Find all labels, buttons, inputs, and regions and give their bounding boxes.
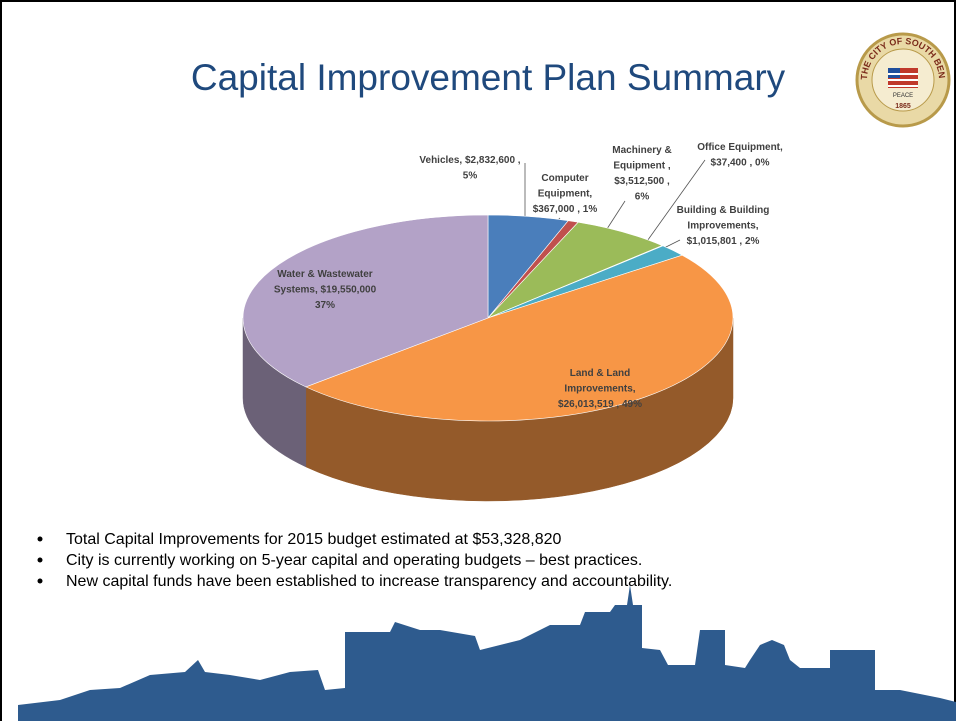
- data-label: Vehicles, $2,832,600 ,: [419, 155, 520, 166]
- logo-motto: PEACE: [893, 93, 913, 99]
- data-label: $1,015,801 , 2%: [687, 236, 760, 247]
- data-label: 5%: [463, 171, 478, 182]
- bullet-text: New capital funds have been established …: [66, 573, 672, 590]
- data-label: Equipment ,: [613, 161, 670, 172]
- data-label: $3,512,500 ,: [614, 176, 670, 187]
- data-label: Machinery &: [612, 145, 671, 156]
- data-label: Office Equipment,: [697, 142, 783, 153]
- data-label: $37,400 , 0%: [711, 158, 770, 169]
- data-label: $26,013,519 , 49%: [558, 399, 642, 410]
- data-label: 37%: [315, 300, 335, 311]
- bullet-dot: [38, 579, 43, 584]
- data-label: Building & Building: [677, 205, 770, 216]
- slide: Capital Improvement Plan Summary THE CIT…: [0, 0, 956, 721]
- bullet-text: City is currently working on 5-year capi…: [66, 552, 642, 569]
- data-label: 6%: [635, 192, 650, 203]
- bullet-dot: [38, 537, 43, 542]
- bullet-dot: [38, 558, 43, 563]
- data-label: Water & Wastewater: [277, 269, 373, 280]
- logo-year: 1865: [895, 103, 911, 110]
- data-label: Computer: [541, 173, 588, 184]
- chart: Capital Improvement Plan Summary THE CIT…: [0, 0, 956, 721]
- skyline: [18, 585, 956, 721]
- bullet-text: Total Capital Improvements for 2015 budg…: [66, 531, 562, 548]
- data-label: Improvements,: [687, 221, 758, 232]
- data-label: Systems, $19,550,000: [274, 285, 377, 296]
- bullets: Total Capital Improvements for 2015 budg…: [38, 531, 673, 590]
- data-label: Land & Land: [570, 368, 631, 379]
- title: Capital Improvement Plan Summary: [191, 57, 786, 98]
- data-label: Improvements,: [564, 384, 635, 395]
- data-label: $367,000 , 1%: [533, 204, 598, 215]
- data-label: Equipment,: [538, 189, 593, 200]
